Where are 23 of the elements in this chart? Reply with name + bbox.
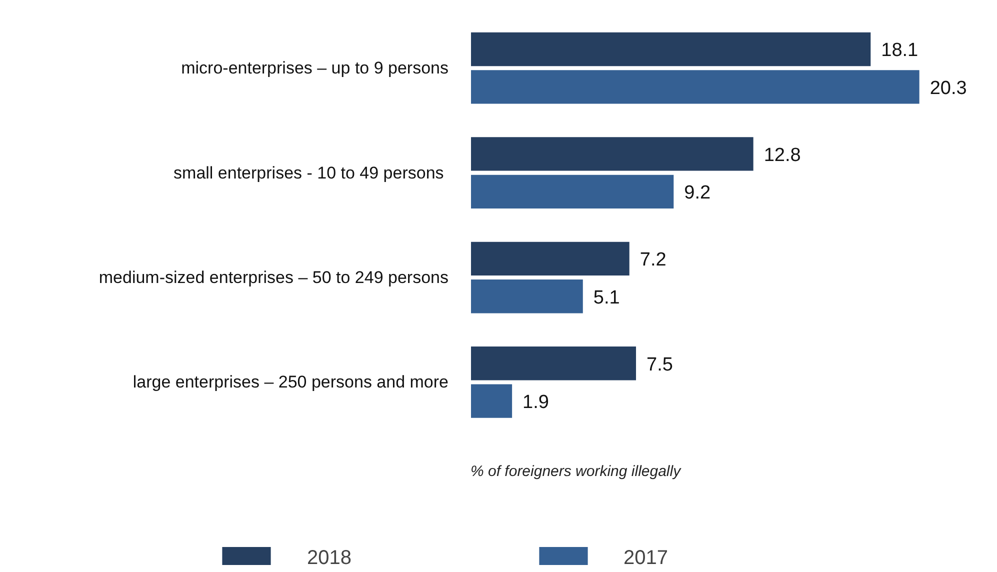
bar (470, 346, 638, 382)
data-label: 9.2 (684, 182, 711, 204)
bar (470, 174, 675, 210)
legend-label: 2017 (624, 546, 668, 567)
bar (470, 278, 584, 314)
y-tick-label: micro-enterprises – up to 9 persons (181, 58, 449, 78)
data-label: 20.3 (930, 78, 967, 99)
bar (470, 69, 920, 105)
data-label: 18.1 (881, 40, 918, 62)
bar (470, 136, 754, 172)
x-axis-title: % of foreigners working illegally (470, 462, 682, 480)
data-label: 7.5 (646, 354, 673, 376)
legend-label: 2018 (307, 546, 352, 567)
bar (470, 240, 630, 277)
y-tick-label: small enterprises - 10 to 49 persons (174, 163, 444, 182)
data-label: 5.1 (593, 287, 620, 308)
bar (470, 383, 514, 419)
bar (470, 31, 872, 68)
data-label: 7.2 (640, 250, 666, 271)
data-label: 12.8 (764, 144, 801, 166)
y-tick-label: medium-sized enterprises – 50 to 249 persons (98, 268, 449, 288)
data-label: 1.9 (522, 392, 549, 414)
y-tick-label: large enterprises – 250 persons and more (132, 372, 449, 392)
